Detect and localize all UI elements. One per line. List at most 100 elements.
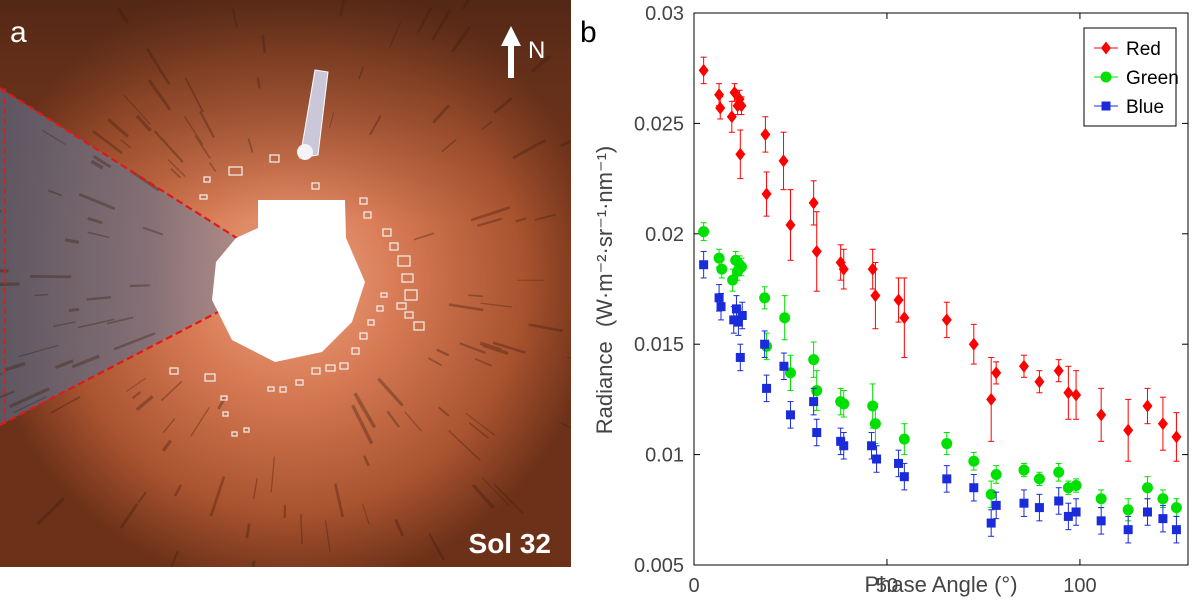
data-point-red bbox=[785, 218, 795, 231]
data-point-blue bbox=[1072, 508, 1081, 517]
data-point-red bbox=[762, 188, 772, 201]
data-point-green bbox=[941, 438, 952, 449]
data-point-blue bbox=[812, 428, 821, 437]
data-point-green bbox=[779, 312, 790, 323]
y-tick-label: 0.005 bbox=[634, 555, 684, 577]
data-point-red bbox=[1171, 430, 1181, 443]
series-green bbox=[698, 223, 1182, 521]
data-point-blue bbox=[839, 441, 848, 450]
data-point-blue bbox=[779, 362, 788, 371]
data-point-red bbox=[1142, 400, 1152, 413]
data-point-blue bbox=[942, 474, 951, 483]
data-point-blue bbox=[900, 472, 909, 481]
legend-marker-blue bbox=[1102, 102, 1111, 111]
data-point-red bbox=[969, 338, 979, 351]
panel-a-label: a bbox=[10, 16, 27, 49]
data-point-green bbox=[1053, 467, 1064, 478]
data-point-red bbox=[760, 128, 770, 141]
data-point-red bbox=[894, 294, 904, 307]
panel-a-mosaic: N a Sol 32 bbox=[0, 0, 571, 567]
data-point-blue bbox=[786, 410, 795, 419]
panel-b-label: b bbox=[580, 16, 597, 49]
data-point-blue bbox=[736, 353, 745, 362]
y-axis-label-unit: (W·m⁻²·sr⁻¹·nm⁻¹) bbox=[592, 146, 617, 327]
y-tick-label: 0.02 bbox=[645, 224, 684, 246]
data-point-green bbox=[1142, 482, 1153, 493]
data-point-red bbox=[870, 289, 880, 302]
y-axis-label-prefix: Radiance bbox=[592, 341, 617, 434]
data-point-blue bbox=[872, 455, 881, 464]
data-point-blue bbox=[1158, 514, 1167, 523]
data-point-green bbox=[759, 292, 770, 303]
sol-mosaic-image: N a Sol 32 bbox=[0, 0, 571, 567]
data-point-green bbox=[1157, 493, 1168, 504]
sol-label: Sol 32 bbox=[469, 528, 551, 559]
data-point-red bbox=[812, 245, 822, 258]
data-point-red bbox=[1096, 408, 1106, 421]
data-point-red bbox=[809, 196, 819, 209]
y-tick-label: 0.025 bbox=[634, 113, 684, 135]
x-tick-label: 100 bbox=[1063, 575, 1096, 597]
y-axis-label: Radiance (W·m⁻²·sr⁻¹·nm⁻¹) bbox=[592, 146, 617, 435]
data-point-green bbox=[1123, 504, 1134, 515]
data-point-red bbox=[991, 366, 1001, 379]
data-point-green bbox=[986, 489, 997, 500]
data-point-red bbox=[986, 393, 996, 406]
data-point-blue bbox=[969, 483, 978, 492]
data-point-green bbox=[808, 354, 819, 365]
data-point-green bbox=[1018, 465, 1029, 476]
data-point-blue bbox=[699, 260, 708, 269]
x-axis-label: Phase Angle (°) bbox=[864, 572, 1017, 597]
data-point-red bbox=[715, 101, 725, 114]
data-point-red bbox=[714, 88, 724, 101]
data-point-blue bbox=[1054, 496, 1063, 505]
data-point-green bbox=[811, 385, 822, 396]
data-point-green bbox=[867, 401, 878, 412]
data-point-green bbox=[870, 418, 881, 429]
legend-marker-green bbox=[1101, 72, 1112, 83]
data-point-red bbox=[1158, 417, 1168, 430]
legend-label-green: Green bbox=[1126, 68, 1179, 89]
data-point-green bbox=[968, 456, 979, 467]
data-point-red bbox=[1019, 360, 1029, 373]
data-point-red bbox=[727, 110, 737, 123]
data-point-blue bbox=[760, 340, 769, 349]
data-point-red bbox=[735, 148, 745, 161]
data-point-green bbox=[991, 469, 1002, 480]
y-tick-label: 0.015 bbox=[634, 334, 684, 356]
y-tick-label: 0.01 bbox=[645, 445, 684, 467]
data-point-green bbox=[716, 264, 727, 275]
data-point-red bbox=[699, 64, 709, 77]
legend-label-red: Red bbox=[1126, 39, 1161, 60]
data-point-blue bbox=[717, 302, 726, 311]
data-point-blue bbox=[1172, 525, 1181, 534]
data-point-blue bbox=[738, 311, 747, 320]
data-point-blue bbox=[1035, 503, 1044, 512]
data-point-red bbox=[1123, 424, 1133, 437]
data-point-blue bbox=[762, 384, 771, 393]
data-point-green bbox=[714, 253, 725, 264]
data-point-red bbox=[1071, 388, 1081, 401]
north-label: N bbox=[528, 37, 545, 64]
data-point-green bbox=[838, 398, 849, 409]
data-point-blue bbox=[1097, 516, 1106, 525]
data-point-red bbox=[868, 263, 878, 276]
data-point-green bbox=[698, 226, 709, 237]
data-point-blue bbox=[1064, 512, 1073, 521]
y-tick-label: 0.03 bbox=[645, 3, 684, 25]
data-point-red bbox=[942, 313, 952, 326]
data-point-green bbox=[1034, 473, 1045, 484]
data-point-blue bbox=[1019, 499, 1028, 508]
data-point-blue bbox=[1143, 508, 1152, 517]
data-point-green bbox=[1071, 480, 1082, 491]
data-point-green bbox=[899, 434, 910, 445]
data-point-red bbox=[779, 154, 789, 167]
data-point-blue bbox=[809, 397, 818, 406]
data-point-green bbox=[736, 261, 747, 272]
data-point-blue bbox=[987, 519, 996, 528]
data-point-green bbox=[1096, 493, 1107, 504]
data-point-blue bbox=[992, 501, 1001, 510]
